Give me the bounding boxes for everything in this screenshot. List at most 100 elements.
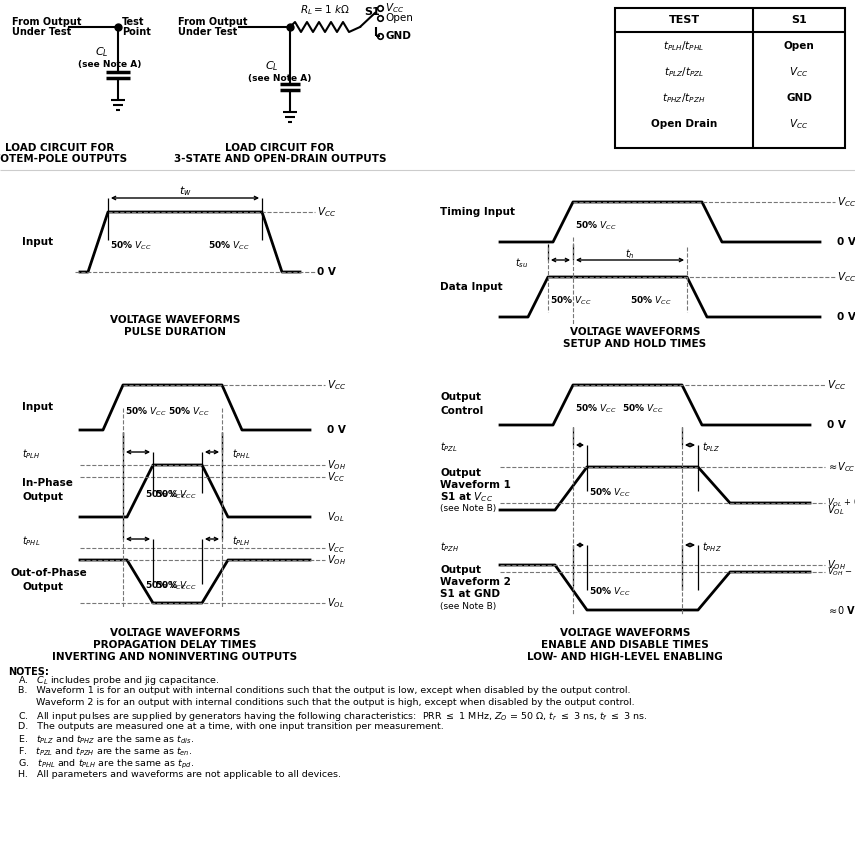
Text: 0 V: 0 V (327, 425, 346, 435)
Text: A.   $C_L$ includes probe and jig capacitance.: A. $C_L$ includes probe and jig capacita… (18, 674, 220, 687)
Text: 50% $V_{CC}$: 50% $V_{CC}$ (145, 489, 186, 501)
Text: Point: Point (122, 27, 150, 37)
Text: S1 at $V_{CC}$: S1 at $V_{CC}$ (440, 490, 493, 504)
Text: PULSE DURATION: PULSE DURATION (124, 327, 226, 337)
Text: 50% $V_{CC}$: 50% $V_{CC}$ (575, 220, 616, 233)
Text: Under Test: Under Test (178, 27, 237, 37)
Text: $t_{PHZ}/t_{PZH}$: $t_{PHZ}/t_{PZH}$ (663, 91, 705, 105)
Text: $V_{OH}$: $V_{OH}$ (827, 558, 846, 572)
Text: 50% $V_{CC}$: 50% $V_{CC}$ (125, 405, 167, 418)
Text: 0 V: 0 V (837, 237, 855, 247)
Text: E.   $t_{PLZ}$ and $t_{PHZ}$ are the same as $t_{dis}$.: E. $t_{PLZ}$ and $t_{PHZ}$ are the same … (18, 734, 194, 746)
Text: In-Phase: In-Phase (22, 478, 73, 488)
Text: $t_{PHL}$: $t_{PHL}$ (232, 447, 251, 461)
Text: NOTES:: NOTES: (8, 667, 49, 677)
Text: $t_{PLZ}$: $t_{PLZ}$ (702, 440, 721, 454)
Text: VOLTAGE WAVEFORMS: VOLTAGE WAVEFORMS (109, 628, 240, 638)
Text: Control: Control (440, 406, 483, 416)
Text: $V_{CC}$: $V_{CC}$ (327, 541, 345, 555)
Text: Waveform 2: Waveform 2 (440, 577, 511, 587)
Text: $t_{PHZ}$: $t_{PHZ}$ (702, 540, 722, 554)
Text: S1: S1 (791, 15, 807, 25)
Text: (see Note B): (see Note B) (440, 602, 496, 610)
Text: $R_L = 1\ k\Omega$: $R_L = 1\ k\Omega$ (300, 3, 350, 16)
Text: $V_{OH}$ $-$ 0.3 V: $V_{OH}$ $-$ 0.3 V (827, 566, 855, 578)
Text: $\approx\!V_{CC}$: $\approx\!V_{CC}$ (827, 460, 855, 474)
Text: F.   $t_{PZL}$ and $t_{PZH}$ are the same as $t_{en}$.: F. $t_{PZL}$ and $t_{PZH}$ are the same … (18, 746, 192, 759)
Bar (615, 8, 845, 148)
Text: 50% $V_{CC}$: 50% $V_{CC}$ (168, 405, 209, 418)
Text: Under Test: Under Test (12, 27, 71, 37)
Text: SETUP AND HOLD TIMES: SETUP AND HOLD TIMES (563, 339, 706, 349)
Text: Output: Output (440, 565, 481, 575)
Text: $V_{CC}$: $V_{CC}$ (327, 470, 345, 483)
Text: $V_{OL}$ + 0.3 V: $V_{OL}$ + 0.3 V (827, 496, 855, 510)
Text: LOAD CIRCUIT FOR: LOAD CIRCUIT FOR (5, 143, 115, 153)
Text: GND: GND (385, 31, 411, 41)
Text: 0 V: 0 V (317, 267, 336, 277)
Text: 50% $V_{CC}$: 50% $V_{CC}$ (155, 579, 197, 592)
Text: $V_{OL}$: $V_{OL}$ (327, 510, 345, 524)
Text: $V_{OL}$: $V_{OL}$ (827, 503, 845, 517)
Text: TOTEM-POLE OUTPUTS: TOTEM-POLE OUTPUTS (0, 154, 127, 164)
Text: Timing Input: Timing Input (440, 207, 515, 217)
Text: (see Note A): (see Note A) (78, 60, 141, 69)
Text: $t_{PLH}$: $t_{PLH}$ (22, 447, 41, 461)
Text: S1 at GND: S1 at GND (440, 589, 500, 599)
Text: PROPAGATION DELAY TIMES: PROPAGATION DELAY TIMES (93, 640, 256, 650)
Text: $t_{PZL}$: $t_{PZL}$ (440, 440, 458, 454)
Text: B.   Waveform 1 is for an output with internal conditions such that the output i: B. Waveform 1 is for an output with inte… (18, 686, 630, 695)
Text: 50% $V_{CC}$: 50% $V_{CC}$ (575, 403, 616, 415)
Text: Output: Output (22, 582, 63, 593)
Text: C.   All input pulses are supplied by generators having the following characteri: C. All input pulses are supplied by gene… (18, 710, 647, 723)
Text: $\approx\!0$ V: $\approx\!0$ V (827, 604, 855, 616)
Text: Input: Input (22, 237, 53, 247)
Text: Waveform 2 is for an output with internal conditions such that the output is hig: Waveform 2 is for an output with interna… (18, 698, 634, 707)
Text: $V_{CC}$: $V_{CC}$ (317, 205, 336, 219)
Text: LOW- AND HIGH-LEVEL ENABLING: LOW- AND HIGH-LEVEL ENABLING (528, 652, 722, 662)
Text: 50% $V_{CC}$: 50% $V_{CC}$ (208, 240, 250, 253)
Text: $V_{CC}$: $V_{CC}$ (837, 270, 855, 284)
Text: 50% $V_{CC}$: 50% $V_{CC}$ (155, 489, 197, 501)
Text: Waveform 1: Waveform 1 (440, 480, 511, 490)
Text: $C_L$: $C_L$ (265, 59, 279, 73)
Text: $V_{CC}$: $V_{CC}$ (827, 378, 846, 391)
Text: From Output: From Output (178, 17, 247, 27)
Text: $t_{su}$: $t_{su}$ (515, 256, 528, 270)
Text: Output: Output (22, 492, 63, 502)
Text: $t_h$: $t_h$ (625, 247, 634, 261)
Text: Data Input: Data Input (440, 282, 503, 292)
Text: Input: Input (22, 403, 53, 412)
Text: From Output: From Output (12, 17, 81, 27)
Text: (see Note B): (see Note B) (440, 504, 496, 514)
Text: $C_L$: $C_L$ (95, 45, 109, 59)
Text: Open Drain: Open Drain (651, 119, 717, 129)
Text: $V_{CC}$: $V_{CC}$ (327, 378, 346, 391)
Text: $t_{PLZ}/t_{PZL}$: $t_{PLZ}/t_{PZL}$ (663, 65, 705, 79)
Text: G.   $t_{PHL}$ and $t_{PLH}$ are the same as $t_{pd}$.: G. $t_{PHL}$ and $t_{PLH}$ are the same … (18, 758, 194, 771)
Text: (see Note A): (see Note A) (248, 74, 311, 82)
Text: $t_{PZH}$: $t_{PZH}$ (440, 540, 459, 554)
Text: $V_{OH}$: $V_{OH}$ (327, 458, 346, 472)
Text: 50% $V_{CC}$: 50% $V_{CC}$ (622, 403, 663, 415)
Text: $V_{CC}$: $V_{CC}$ (837, 195, 855, 209)
Text: 50% $V_{CC}$: 50% $V_{CC}$ (145, 579, 186, 592)
Text: $t_w$: $t_w$ (179, 184, 192, 198)
Text: Output: Output (440, 392, 481, 402)
Text: Out-of-Phase: Out-of-Phase (10, 569, 86, 578)
Text: GND: GND (786, 93, 812, 103)
Text: 0 V: 0 V (827, 420, 846, 430)
Text: TEST: TEST (669, 15, 699, 25)
Text: $V_{CC}$: $V_{CC}$ (789, 117, 809, 131)
Text: 0 V: 0 V (837, 312, 855, 322)
Text: $V_{CC}$: $V_{CC}$ (385, 1, 404, 15)
Text: $V_{OH}$: $V_{OH}$ (327, 553, 346, 567)
Text: 50% $V_{CC}$: 50% $V_{CC}$ (550, 295, 592, 307)
Text: 50% $V_{CC}$: 50% $V_{CC}$ (589, 585, 631, 598)
Text: Open: Open (385, 13, 413, 23)
Text: $V_{CC}$: $V_{CC}$ (789, 65, 809, 79)
Text: 50% $V_{CC}$: 50% $V_{CC}$ (589, 486, 631, 499)
Text: $t_{PHL}$: $t_{PHL}$ (22, 534, 40, 548)
Text: Test: Test (122, 17, 144, 27)
Text: Output: Output (440, 468, 481, 478)
